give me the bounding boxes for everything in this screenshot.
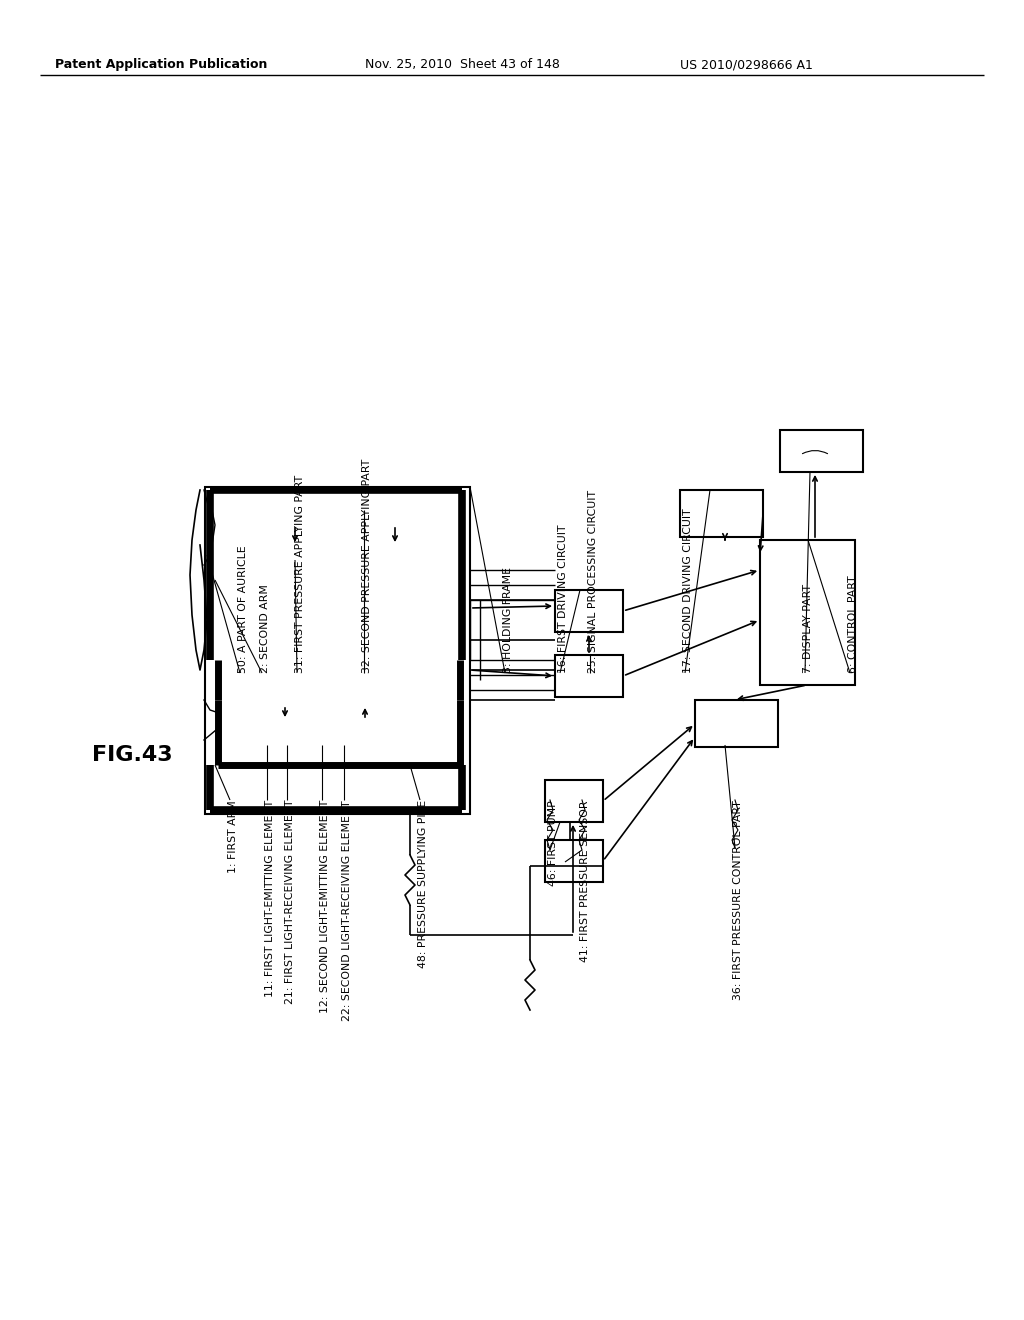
Text: 3: HOLDING FRAME: 3: HOLDING FRAME bbox=[503, 568, 513, 673]
Text: 1: FIRST ARM: 1: FIRST ARM bbox=[228, 800, 238, 873]
Text: 11: FIRST LIGHT-EMITTING ELEMENT: 11: FIRST LIGHT-EMITTING ELEMENT bbox=[265, 800, 275, 997]
Bar bbox=[255, 690, 325, 741]
Text: 41: FIRST PRESSURE SENSOR: 41: FIRST PRESSURE SENSOR bbox=[580, 800, 590, 961]
Bar bbox=[760, 540, 855, 685]
Bar bbox=[255, 510, 335, 560]
Text: 50: A PART OF AURICLE: 50: A PART OF AURICLE bbox=[238, 545, 248, 673]
Bar bbox=[555, 655, 623, 697]
Text: 6: CONTROL PART: 6: CONTROL PART bbox=[848, 576, 858, 673]
Text: 31: FIRST PRESSURE APPLYING PART: 31: FIRST PRESSURE APPLYING PART bbox=[295, 475, 305, 673]
Text: 36: FIRST PRESSURE CONTROL PART: 36: FIRST PRESSURE CONTROL PART bbox=[733, 800, 743, 999]
Bar bbox=[555, 590, 623, 632]
Text: 7: DISPLAY PART: 7: DISPLAY PART bbox=[803, 583, 813, 673]
Bar bbox=[680, 490, 763, 537]
Text: 46: FIRST PUMP: 46: FIRST PUMP bbox=[548, 800, 558, 886]
Bar bbox=[780, 430, 863, 473]
Bar bbox=[545, 780, 603, 822]
Text: 16: FIRST DRIVING CIRCUIT: 16: FIRST DRIVING CIRCUIT bbox=[558, 524, 568, 673]
Bar bbox=[340, 696, 360, 713]
Bar bbox=[260, 696, 280, 713]
Bar bbox=[205, 487, 470, 814]
Text: Patent Application Publication: Patent Application Publication bbox=[55, 58, 267, 71]
Text: 32: SECOND PRESSURE APPLYING PART: 32: SECOND PRESSURE APPLYING PART bbox=[362, 459, 372, 673]
Text: 22: SECOND LIGHT-RECEIVING ELEMENT: 22: SECOND LIGHT-RECEIVING ELEMENT bbox=[342, 800, 352, 1020]
Text: 17: SECOND DRIVING CIRCUIT: 17: SECOND DRIVING CIRCUIT bbox=[683, 508, 693, 673]
Text: Nov. 25, 2010  Sheet 43 of 148: Nov. 25, 2010 Sheet 43 of 148 bbox=[365, 58, 560, 71]
Bar bbox=[365, 696, 385, 713]
Text: 48: PRESSURE SUPPLYING PIPE: 48: PRESSURE SUPPLYING PIPE bbox=[418, 800, 428, 968]
Text: US 2010/0298666 A1: US 2010/0298666 A1 bbox=[680, 58, 813, 71]
Bar bbox=[545, 840, 603, 882]
Bar bbox=[355, 510, 435, 560]
Bar bbox=[695, 700, 778, 747]
Text: 2: SECOND ARM: 2: SECOND ARM bbox=[260, 585, 270, 673]
Bar bbox=[285, 696, 305, 713]
Text: 21: FIRST LIGHT-RECEIVING ELEMENT: 21: FIRST LIGHT-RECEIVING ELEMENT bbox=[285, 800, 295, 1005]
Text: 12: SECOND LIGHT-EMITTING ELEMENT: 12: SECOND LIGHT-EMITTING ELEMENT bbox=[319, 800, 330, 1014]
Bar bbox=[335, 690, 406, 741]
Text: FIG.43: FIG.43 bbox=[92, 744, 173, 766]
Text: 25: SIGNAL PROCESSING CIRCUIT: 25: SIGNAL PROCESSING CIRCUIT bbox=[588, 490, 598, 673]
